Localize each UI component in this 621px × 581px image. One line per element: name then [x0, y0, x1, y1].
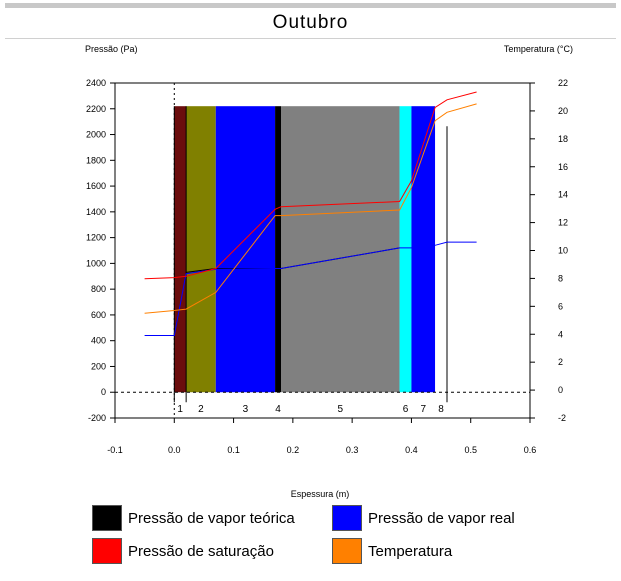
y-tick-label-right: 0: [558, 385, 563, 395]
y-tick-label-left: 0: [101, 387, 106, 397]
y-tick-label-right: 4: [558, 329, 563, 339]
y-tick-label-left: 1400: [86, 207, 106, 217]
y-tick-label-right: 18: [558, 134, 568, 144]
x-tick-label: 0.3: [346, 445, 359, 455]
y-tick-label-left: 1800: [86, 155, 106, 165]
wall-layer-3: [215, 106, 276, 393]
layer-label: 8: [438, 404, 444, 415]
x-tick-label: 0.6: [524, 445, 537, 455]
y-tick-label-right: 6: [558, 301, 563, 311]
wall-layer-5: [281, 106, 400, 393]
title-divider: [5, 38, 616, 39]
wall-layer-8: [435, 106, 447, 393]
y-tick-label-right: -2: [558, 413, 566, 423]
wall-layer-2: [186, 106, 216, 393]
layer-label: 2: [198, 404, 204, 415]
x-tick-label: 0.4: [405, 445, 418, 455]
x-tick-label: 0.5: [464, 445, 477, 455]
x-axis-label: Espessura (m): [291, 489, 350, 499]
layer-label: 1: [177, 404, 183, 415]
y-tick-label-right: 2: [558, 357, 563, 367]
top-border-bar: [5, 3, 616, 8]
y-tick-label-right: 10: [558, 246, 568, 256]
y-tick-label-right: 22: [558, 78, 568, 88]
y-tick-label-left: 2000: [86, 130, 106, 140]
y-tick-label-left: 400: [91, 336, 106, 346]
layer-label: 6: [403, 404, 409, 415]
y-tick-label-right: 8: [558, 273, 563, 283]
y-tick-label-right: 16: [558, 162, 568, 172]
wall-layer-7: [411, 106, 436, 393]
x-tick-label: 0.2: [287, 445, 300, 455]
chart-title: Outubro: [272, 12, 349, 33]
y-tick-label-left: 2400: [86, 78, 106, 88]
wall-layer-1: [174, 106, 187, 393]
x-tick-label: -0.1: [107, 445, 123, 455]
x-tick-label: 0.1: [227, 445, 240, 455]
y-tick-label-left: 200: [91, 361, 106, 371]
y-axis-label-left: Pressão (Pa): [85, 44, 138, 54]
y-tick-label-right: 20: [558, 106, 568, 116]
y-tick-label-left: 1600: [86, 181, 106, 191]
y-tick-label-left: 1000: [86, 258, 106, 268]
wall-layer-4: [275, 106, 281, 393]
y-tick-label-left: 1200: [86, 233, 106, 243]
y-tick-label-right: 12: [558, 218, 568, 228]
series-line-temperatura: [144, 103, 477, 314]
y-tick-label-right: 14: [558, 190, 568, 200]
layer-label: 4: [275, 404, 281, 415]
x-tick-label: 0.0: [168, 445, 181, 455]
y-tick-label-left: 800: [91, 284, 106, 294]
y-tick-label-left: -200: [88, 413, 106, 423]
series-line-press-o-de-vapor-real: [144, 241, 477, 336]
layer-label: 7: [421, 404, 427, 415]
series-line-press-o-de-satura-o: [144, 91, 477, 280]
wall-layer-6: [399, 106, 412, 393]
layer-label: 3: [243, 404, 249, 415]
layer-label: 5: [338, 404, 344, 415]
y-tick-label-left: 600: [91, 310, 106, 320]
y-tick-label-left: 2200: [86, 104, 106, 114]
y-axis-label-right: Temperatura (°C): [504, 44, 573, 54]
